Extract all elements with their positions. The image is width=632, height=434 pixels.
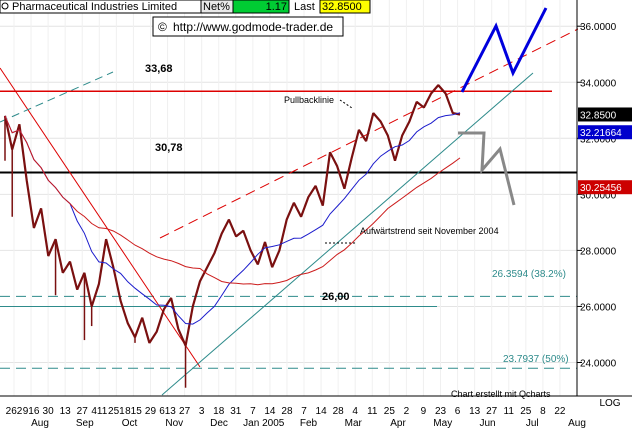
x-day-label-14: 7 — [250, 406, 256, 417]
x-day-label-6: 251 — [108, 406, 125, 417]
x-day-label-15: 14 — [264, 406, 276, 417]
fib-label-50: 23.7937 (50%) — [503, 354, 569, 365]
x-day-label-22: 25 — [384, 406, 396, 417]
menu-dot-icon[interactable] — [1, 2, 9, 10]
x-month-label-0: Aug — [31, 418, 49, 429]
x-day-label-28: 27 — [486, 406, 498, 417]
level-label-30-78: 30,78 — [155, 142, 183, 154]
price-tag-bg-2 — [578, 180, 632, 195]
x-day-label-32: 22 — [554, 406, 566, 417]
x-day-label-1: 916 — [23, 406, 40, 417]
net-label: Net% — [203, 1, 230, 13]
pullback-label: Pullbacklinie — [284, 95, 334, 105]
x-day-label-7: 815 — [125, 406, 142, 417]
source-url[interactable]: http://www.godmode-trader.de — [173, 20, 333, 34]
ma-slow-line — [4, 115, 461, 286]
projections — [458, 7, 548, 206]
x-month-label-3: Nov — [165, 418, 183, 429]
net-value-box — [232, 0, 290, 14]
x-month-label-4: Dec — [210, 418, 228, 429]
level-label-33-68: 33,68 — [145, 63, 173, 75]
last-value-box — [319, 0, 371, 14]
x-day-label-4: 27 — [77, 406, 89, 417]
x-day-label-19: 28 — [333, 406, 345, 417]
x-day-label-11: 3 — [199, 406, 205, 417]
y-tick-label-5: 34.0000 — [580, 78, 617, 89]
x-month-label-9: May — [433, 418, 452, 429]
x-month-label-7: Mar — [345, 418, 363, 429]
x-month-label-8: Apr — [390, 418, 406, 429]
x-month-label-5: Jan 2005 — [243, 418, 285, 429]
y-tick-label-0: 24.0000 — [580, 359, 617, 370]
price-tag-bg-0 — [578, 107, 632, 122]
x-day-label-8: 29 — [145, 406, 157, 417]
x-day-label-3: 13 — [60, 406, 72, 417]
y-tick-label-3: 30.0000 — [580, 190, 617, 201]
x-day-label-29: 11 — [504, 406, 515, 417]
x-day-label-21: 11 — [367, 406, 378, 417]
x-month-label-10: Jun — [479, 418, 495, 429]
x-day-label-25: 23 — [435, 406, 447, 417]
grid — [0, 0, 577, 396]
x-day-label-5: 411 — [91, 406, 107, 417]
x-day-label-12: 18 — [213, 406, 225, 417]
price-tag-2: 30.25456 — [580, 183, 622, 194]
y-tick-label-1: 26.0000 — [580, 302, 617, 313]
y-axis-panel — [578, 0, 632, 396]
uptrend-line — [161, 72, 534, 396]
last-value: 32.8500 — [322, 1, 362, 13]
x-day-label-18: 14 — [316, 406, 328, 417]
x-day-label-13: 31 — [230, 406, 242, 417]
ma-fast-line — [4, 112, 461, 325]
projection-down — [458, 131, 516, 206]
last-label: Last — [294, 1, 315, 13]
level-label-26-00: 26,00 — [322, 291, 350, 303]
fib-label-38: 26.3594 (38.2%) — [492, 269, 566, 280]
price-series — [3, 84, 461, 388]
x-day-label-9: 613 — [159, 406, 176, 417]
pullback-line — [159, 1, 632, 239]
x-day-label-16: 28 — [281, 406, 293, 417]
upper-channel-line — [0, 71, 114, 123]
x-month-label-12: Aug — [568, 418, 586, 429]
x-month-label-2: Oct — [122, 418, 138, 429]
x-month-label-1: Sep — [76, 418, 94, 429]
x-day-label-23: 2 — [404, 406, 410, 417]
x-month-label-6: Feb — [300, 418, 318, 429]
y-tick-label-6: 36.0000 — [580, 22, 617, 33]
price-tag-1: 32.21664 — [580, 128, 622, 139]
x-day-label-26: 6 — [455, 406, 461, 417]
x-day-label-31: 8 — [540, 406, 546, 417]
x-axis: 262 916 30 13 27 411 251 815 29 613 27 3 18 31 7 14 28 7 1… — [6, 406, 586, 429]
instrument-name: Pharmaceutical Industries Limited — [12, 1, 177, 13]
projection-up — [460, 7, 548, 93]
uptrend-label-line1: Aufwärtstrend seit November 2004 — [360, 226, 499, 236]
credit-text: Chart erstellt mit Qcharts — [451, 389, 551, 399]
y-tick-label-2: 28.0000 — [580, 246, 617, 257]
copyright-icon: © — [158, 20, 167, 34]
x-day-label-24: 9 — [421, 406, 427, 417]
x-day-label-10: 27 — [179, 406, 191, 417]
x-day-label-0: 262 — [6, 406, 23, 417]
x-day-label-17: 7 — [301, 406, 307, 417]
x-day-label-20: 4 — [352, 406, 358, 417]
x-day-label-30: 25 — [520, 406, 532, 417]
x-day-label-2: 30 — [43, 406, 55, 417]
price-tag-bg-1 — [578, 125, 632, 140]
net-value: 1.17 — [266, 1, 287, 13]
pullback-pointer — [339, 99, 353, 109]
url-box[interactable] — [152, 16, 344, 37]
moving-averages — [4, 112, 461, 325]
price-tag-0: 32.8500 — [580, 110, 617, 121]
log-label: LOG — [599, 398, 620, 409]
x-month-label-11: Jul — [526, 418, 539, 429]
price-line — [3, 84, 461, 347]
downtrend-line — [0, 67, 201, 368]
y-tick-label-4: 32.0000 — [580, 134, 617, 145]
x-day-label-27: 13 — [469, 406, 481, 417]
price-tags: 32.8500 32.21664 30.25456 — [578, 107, 632, 195]
